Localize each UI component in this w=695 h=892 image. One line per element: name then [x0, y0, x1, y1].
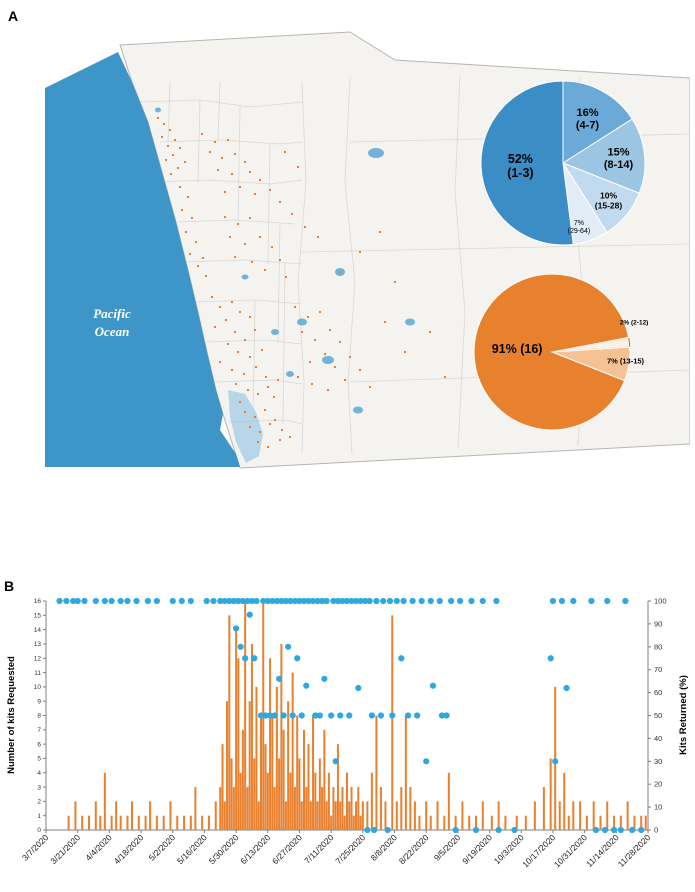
svg-text:10: 10: [34, 684, 42, 691]
svg-text:16: 16: [34, 598, 42, 605]
lakes: [155, 107, 415, 414]
svg-text:10: 10: [654, 803, 662, 812]
pie-households-blue: 16% (4-7)15% (8-14) 10% (15-28) 7% (29-64) 52%(…: [480, 80, 646, 246]
pacific-ocean: [45, 52, 240, 467]
svg-text:60: 60: [654, 688, 662, 697]
svg-text:9/19/2020: 9/19/2020: [460, 832, 494, 866]
svg-text:15%(8-14): 15% (8-14): [604, 146, 634, 171]
svg-text:8/8/2020: 8/8/2020: [368, 832, 399, 863]
panel-b-label: B: [4, 578, 15, 594]
svg-text:2: 2: [37, 799, 41, 806]
svg-text:5/30/2020: 5/30/2020: [207, 832, 241, 866]
site-dots: [157, 117, 446, 448]
panel-a-label: A: [8, 8, 19, 24]
svg-text:11/14/2020: 11/14/2020: [584, 832, 621, 869]
svg-text:8: 8: [37, 713, 41, 720]
svg-text:9: 9: [37, 698, 41, 705]
svg-text:7: 7: [37, 727, 41, 734]
svg-text:70: 70: [654, 665, 662, 674]
svg-text:5/2/2020: 5/2/2020: [147, 832, 178, 863]
ocean-label-line1: Pacific: [93, 306, 131, 321]
svg-text:20: 20: [654, 780, 662, 789]
svg-text:7/25/2020: 7/25/2020: [333, 832, 367, 866]
svg-text:10/31/2020: 10/31/2020: [552, 832, 589, 869]
ocean-label-line2: Ocean: [95, 324, 130, 339]
svg-text:1: 1: [37, 813, 41, 820]
svg-text:6/27/2020: 6/27/2020: [270, 832, 304, 866]
svg-text:16%(4-7): 16% (4-7): [576, 107, 600, 132]
combo-chart: Number of kits Requested Kits Returned (…: [6, 597, 689, 870]
svg-text:52%(1-3): 52% (1-3): [507, 152, 533, 180]
svg-text:6: 6: [37, 741, 41, 748]
left-axis-title: Number of kits Requested: [6, 656, 17, 774]
svg-text:11/28/2020: 11/28/2020: [616, 832, 653, 869]
svg-text:4: 4: [37, 770, 41, 777]
svg-text:40: 40: [654, 734, 662, 743]
pie-kits-orange: 2% (2-12) 7% (13-15) 91% (16): [473, 273, 649, 431]
bars-kits-requested: [67, 601, 647, 831]
svg-text:2% (2-12): 2% (2-12): [620, 319, 649, 326]
svg-text:3/21/2020: 3/21/2020: [48, 832, 82, 866]
svg-text:10/17/2020: 10/17/2020: [520, 832, 557, 869]
svg-text:5: 5: [37, 756, 41, 763]
svg-text:7% (13-15): 7% (13-15): [607, 357, 645, 366]
svg-text:12: 12: [34, 655, 42, 662]
svg-text:11: 11: [34, 670, 41, 677]
svg-text:10%(15-28): 10% (15-28): [595, 191, 623, 211]
svg-text:4/18/2020: 4/18/2020: [112, 832, 146, 866]
svg-text:7%(29-64): 7% (29-64): [568, 220, 591, 235]
dots-kits-returned: [56, 597, 645, 834]
svg-text:15: 15: [34, 613, 42, 620]
svg-text:0: 0: [654, 826, 658, 835]
svg-text:80: 80: [654, 642, 662, 651]
right-axis-title: Kits Returned (%): [678, 675, 689, 755]
svg-text:90: 90: [654, 619, 662, 628]
svg-text:100: 100: [654, 597, 667, 606]
svg-text:9/5/2020: 9/5/2020: [432, 832, 463, 863]
svg-text:13: 13: [34, 641, 42, 648]
svg-text:30: 30: [654, 757, 662, 766]
svg-text:7/11/2020: 7/11/2020: [302, 832, 336, 866]
svg-text:91% (16): 91% (16): [492, 342, 543, 356]
svg-text:8/22/2020: 8/22/2020: [397, 832, 431, 866]
svg-text:4/4/2020: 4/4/2020: [83, 832, 114, 863]
svg-text:0: 0: [37, 827, 41, 834]
svg-text:50: 50: [654, 711, 662, 720]
south-bay-water: [228, 390, 263, 463]
svg-text:3/7/2020: 3/7/2020: [20, 832, 51, 863]
svg-text:5/16/2020: 5/16/2020: [175, 832, 209, 866]
svg-text:3: 3: [37, 784, 41, 791]
svg-text:14: 14: [34, 627, 42, 634]
svg-text:6/13/2020: 6/13/2020: [238, 832, 272, 866]
